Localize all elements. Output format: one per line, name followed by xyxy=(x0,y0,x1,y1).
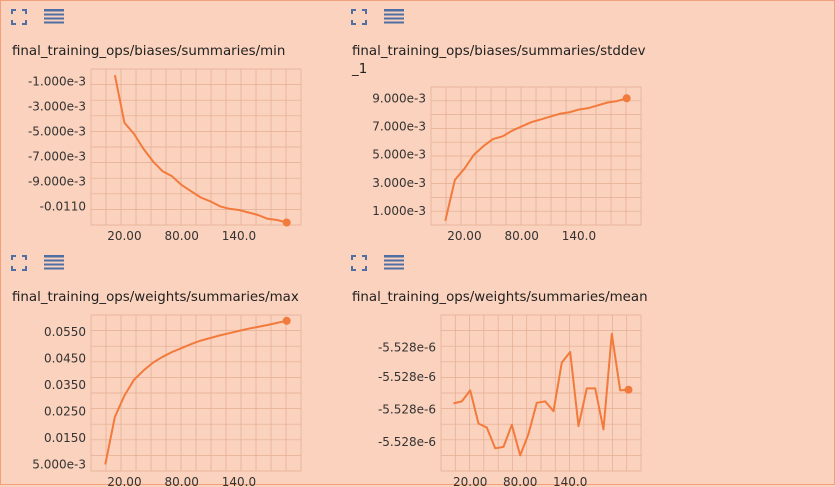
x-tick-label: 80.00 xyxy=(165,475,199,487)
series-line xyxy=(444,97,627,222)
chart-card-weights-max: final_training_ops/weights/summaries/max… xyxy=(1,247,331,487)
y-tick-label: -3.000e-3 xyxy=(28,99,86,113)
y-tick-label: 1.000e-3 xyxy=(372,204,426,218)
y-tick-label: 0.0450 xyxy=(44,352,86,366)
last-point-marker xyxy=(622,94,631,103)
y-tick-label: 0.0150 xyxy=(44,431,86,445)
list-icon[interactable] xyxy=(384,9,404,27)
y-tick-label: -7.000e-3 xyxy=(28,149,86,163)
grid-lines xyxy=(90,314,302,472)
series-line xyxy=(453,332,629,457)
y-tick-label: 0.0550 xyxy=(44,325,86,339)
y-tick-label: 3.000e-3 xyxy=(372,176,426,190)
chart-plot: -5.528e-6 -5.528e-6 -5.528e-6 -5.528e-6 20.0… xyxy=(378,314,642,487)
x-tick-label: 80.00 xyxy=(165,229,199,241)
y-tick-label: -5.000e-3 xyxy=(28,124,86,138)
expand-icon[interactable] xyxy=(351,255,369,273)
x-tick-label: 20.00 xyxy=(453,475,487,487)
grid-lines xyxy=(430,86,642,226)
y-tick-label: -5.528e-6 xyxy=(378,370,436,384)
x-tick-label: 140.0 xyxy=(222,229,256,241)
y-tick-label: -1.000e-3 xyxy=(28,74,86,88)
x-tick-label: 140.0 xyxy=(553,475,587,487)
x-tick-label: 20.00 xyxy=(107,475,141,487)
expand-icon[interactable] xyxy=(11,255,29,273)
y-tick-label: 5.000e-3 xyxy=(32,457,86,471)
y-tick-label: -5.528e-6 xyxy=(378,435,436,449)
series-line xyxy=(104,319,287,465)
last-point-marker xyxy=(282,316,291,325)
last-point-marker xyxy=(624,385,633,394)
x-tick-label: 80.00 xyxy=(503,475,537,487)
chart-title: final_training_ops/weights/summaries/max xyxy=(12,290,299,305)
x-tick-label: 20.00 xyxy=(107,229,141,241)
x-tick-label: 80.00 xyxy=(505,229,539,241)
series-line xyxy=(113,75,287,224)
chart-plot: 9.000e-3 7.000e-3 5.000e-3 3.000e-3 1.000e-3… xyxy=(372,86,642,241)
chart-title: final_training_ops/biases/summaries/min xyxy=(12,44,286,59)
y-tick-label: 0.0250 xyxy=(44,405,86,419)
chart-card-biases-stddev: final_training_ops/biases/summaries/stdd… xyxy=(341,1,671,241)
y-tick-label: 0.0350 xyxy=(44,378,86,392)
y-tick-label: 5.000e-3 xyxy=(372,148,426,162)
chart-plot: -1.000e-3 -3.000e-3 -5.000e-3 -7.000e-3 -9.0… xyxy=(28,68,302,241)
expand-icon[interactable] xyxy=(11,9,29,27)
grid-lines xyxy=(440,314,642,472)
chart-card-biases-min: final_training_ops/biases/summaries/min … xyxy=(1,1,331,241)
y-tick-label: -0.0110 xyxy=(40,199,86,213)
x-tick-label: 140.0 xyxy=(562,229,596,241)
chart-title: final_training_ops/weights/summaries/mea… xyxy=(352,290,648,305)
list-icon[interactable] xyxy=(44,255,64,273)
chart-plot: 0.0550 0.0450 0.0350 0.0250 0.0150 5.000e-3 20… xyxy=(32,314,302,487)
chart-card-weights-mean: final_training_ops/weights/summaries/mea… xyxy=(341,247,671,487)
grid-lines xyxy=(90,68,302,226)
y-tick-label: 7.000e-3 xyxy=(372,119,426,133)
last-point-marker xyxy=(282,218,291,227)
y-tick-label: -5.528e-6 xyxy=(378,402,436,416)
x-tick-label: 140.0 xyxy=(222,475,256,487)
x-tick-label: 20.00 xyxy=(447,229,481,241)
expand-icon[interactable] xyxy=(351,9,369,27)
list-icon[interactable] xyxy=(384,255,404,273)
y-tick-label: -9.000e-3 xyxy=(28,174,86,188)
y-tick-label: -5.528e-6 xyxy=(378,341,436,355)
y-tick-label: 9.000e-3 xyxy=(372,91,426,105)
list-icon[interactable] xyxy=(44,9,64,27)
chart-title: final_training_ops/biases/summaries/stdd… xyxy=(352,44,646,77)
